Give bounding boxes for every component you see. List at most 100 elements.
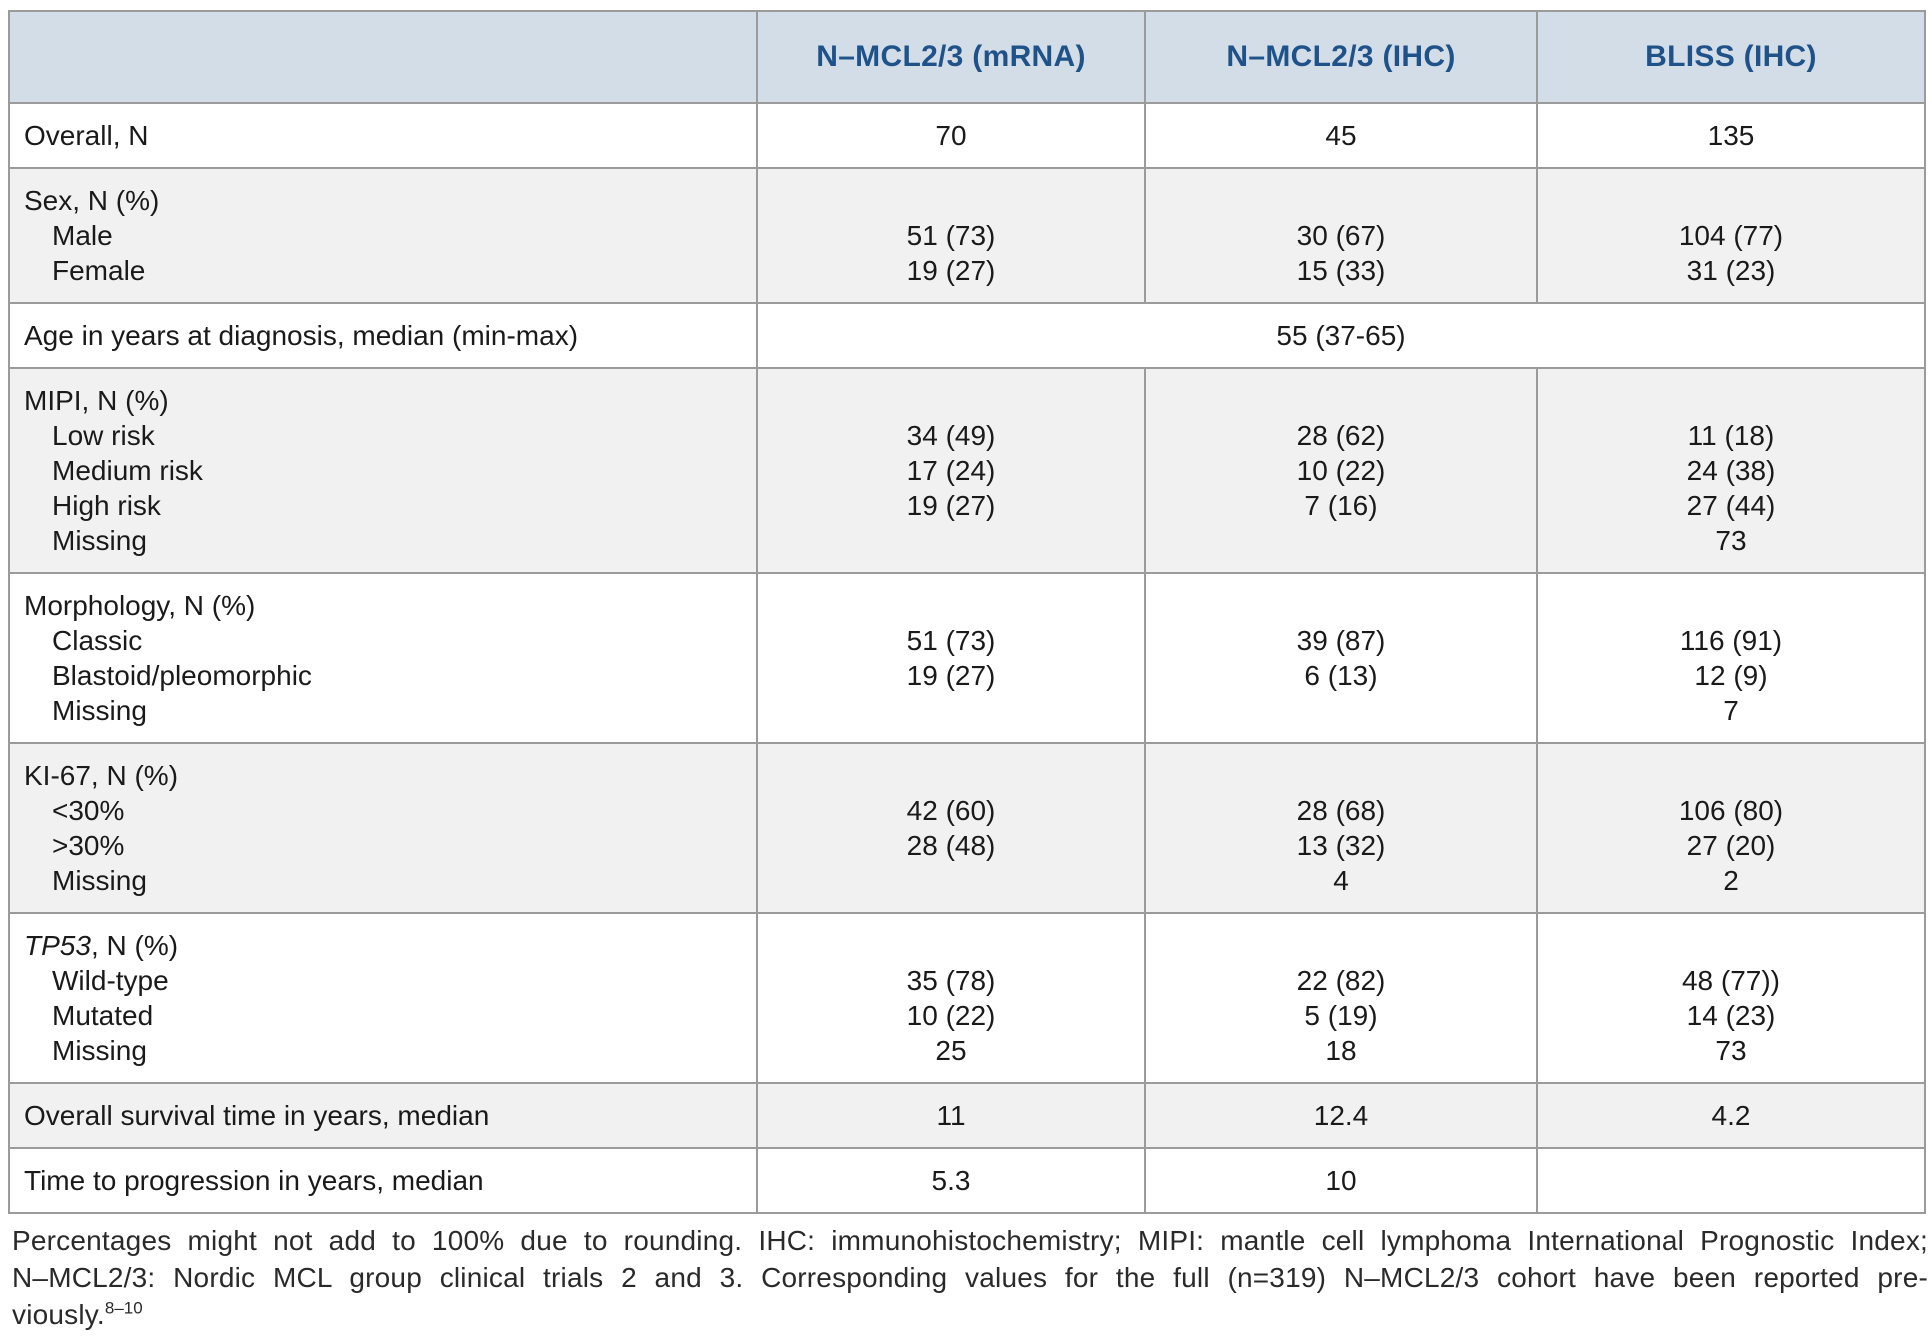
cell-value: 4.2 xyxy=(1711,1100,1751,1131)
cell-value: 31 (23) xyxy=(1686,255,1776,286)
row-sublabel: Medium risk xyxy=(52,455,203,486)
cell-value: 116 (91) xyxy=(1679,625,1783,656)
value-cell: 28 (68) 13 (32) 4 xyxy=(1144,742,1538,914)
footnote-line-1: Percentages might not add to 100% due to… xyxy=(12,1225,1928,1256)
value-cell: 28 (62) 10 (22) 7 (16) xyxy=(1144,367,1538,574)
cell-value: 27 (20) xyxy=(1686,830,1776,861)
patient-characteristics-table: N–MCL2/3 (mRNA) N–MCL2/3 (IHC) BLISS (IH… xyxy=(8,10,1926,1214)
cell-value: 51 (73) xyxy=(906,625,996,656)
row-label-suffix: , N (%) xyxy=(90,930,179,961)
cell-value: 19 (27) xyxy=(906,255,996,286)
row-label: Morphology, N (%) xyxy=(24,590,256,621)
cell-value: 35 (78) xyxy=(906,965,996,996)
cell-value: 7 xyxy=(1723,695,1739,726)
cell-value: 11 xyxy=(936,1100,966,1131)
row-label: Overall survival time in years, median xyxy=(24,1100,490,1131)
cell-value xyxy=(1544,1163,1918,1198)
cell-value xyxy=(764,758,1138,793)
cell-value: 27 (44) xyxy=(1686,490,1776,521)
cell-value: 4 xyxy=(1333,865,1349,896)
row-label-cell: Overall survival time in years, median xyxy=(8,1082,758,1149)
cell-value xyxy=(1544,183,1918,218)
row-sublabel: Missing xyxy=(52,865,147,896)
cell-value: 55 (37-65) xyxy=(1276,320,1406,351)
row-sublabel: Classic xyxy=(52,625,143,656)
row-label: TP53, N (%) xyxy=(24,928,746,963)
row-label-cell: Morphology, N (%) Classic Blastoid/pleomor… xyxy=(8,572,758,744)
table-body: Overall, N 70 45 135 Sex, N (%) Male Female 51 … xyxy=(8,102,1926,1214)
cell-value: 17 (24) xyxy=(906,455,996,486)
row-label: Overall, N xyxy=(24,120,149,151)
cell-value: 24 (38) xyxy=(1686,455,1776,486)
cell-value xyxy=(1152,588,1530,623)
header-cell-empty xyxy=(8,10,758,104)
cell-value: 2 xyxy=(1723,865,1739,896)
cell-value: 42 (60) xyxy=(906,795,996,826)
value-cell: 35 (78) 10 (22) 25 xyxy=(756,912,1146,1084)
table-row: Time to progression in years, median 5.3 1… xyxy=(8,1147,1926,1214)
cell-value: 12 (9) xyxy=(1694,660,1768,691)
row-label-cell: Sex, N (%) Male Female xyxy=(8,167,758,304)
table-row: Overall survival time in years, median 11… xyxy=(8,1082,1926,1149)
row-label-cell: KI-67, N (%) <30% >30% Missing xyxy=(8,742,758,914)
value-cell: 42 (60) 28 (48) xyxy=(756,742,1146,914)
cell-value xyxy=(1152,693,1530,728)
row-label-cell: MIPI, N (%) Low risk Medium risk High risk M… xyxy=(8,367,758,574)
value-cell: 34 (49) 17 (24) 19 (27) xyxy=(756,367,1146,574)
value-cell: 51 (73) 19 (27) xyxy=(756,572,1146,744)
cell-value xyxy=(1152,383,1530,418)
header-cell-nmcl23-ihc: N–MCL2/3 (IHC) xyxy=(1144,10,1538,104)
cell-value: 104 (77) xyxy=(1678,220,1784,251)
cell-value: 5.3 xyxy=(931,1165,971,1196)
row-sublabel: >30% xyxy=(52,830,125,861)
value-cell: 48 (77)) 14 (23) 73 xyxy=(1536,912,1926,1084)
row-label-cell: Age in years at diagnosis, median (min-m… xyxy=(8,302,758,369)
footnote-text: viously. xyxy=(12,1299,105,1330)
row-sublabel: Blastoid/pleomorphic xyxy=(52,660,312,691)
cell-value xyxy=(1544,588,1918,623)
value-cell: 135 xyxy=(1536,102,1926,169)
value-cell: 116 (91) 12 (9) 7 xyxy=(1536,572,1926,744)
value-cell: 22 (82) 5 (19) 18 xyxy=(1144,912,1538,1084)
row-sublabel: Female xyxy=(52,255,146,286)
cell-value: 70 xyxy=(935,120,967,151)
row-label-cell: Time to progression in years, median xyxy=(8,1147,758,1214)
row-label: Sex, N (%) xyxy=(24,185,160,216)
footnote-reference: 8–10 xyxy=(104,1298,143,1318)
row-sublabel: Low risk xyxy=(52,420,155,451)
cell-value: 5 (19) xyxy=(1304,1000,1378,1031)
cell-value: 19 (27) xyxy=(906,660,996,691)
table-row: TP53, N (%) Wild-type Mutated Missing 35 (78… xyxy=(8,912,1926,1084)
row-sublabel: Missing xyxy=(52,525,147,556)
footnote-line-3: viously.8–10 xyxy=(12,1296,1928,1333)
cell-value: 73 xyxy=(1715,525,1747,556)
cell-value xyxy=(1152,523,1530,558)
cell-value xyxy=(1152,928,1530,963)
cell-value: 135 xyxy=(1707,120,1755,151)
value-cell: 4.2 xyxy=(1536,1082,1926,1149)
cell-value xyxy=(764,523,1138,558)
table-row: Sex, N (%) Male Female 51 (73) 19 (27) 30 (67… xyxy=(8,167,1926,304)
row-label-cell: Overall, N xyxy=(8,102,758,169)
value-cell: 12.4 xyxy=(1144,1082,1538,1149)
value-cell: 39 (87) 6 (13) xyxy=(1144,572,1538,744)
value-cell: 30 (67) 15 (33) xyxy=(1144,167,1538,304)
header-row: N–MCL2/3 (mRNA) N–MCL2/3 (IHC) BLISS (IH… xyxy=(8,10,1926,104)
row-sublabel: Missing xyxy=(52,695,147,726)
merged-value-cell: 55 (37-65) xyxy=(756,302,1926,369)
cell-value xyxy=(1544,928,1918,963)
cell-value: 12.4 xyxy=(1313,1100,1369,1131)
row-label: Time to progression in years, median xyxy=(24,1165,484,1196)
cell-value xyxy=(764,183,1138,218)
cell-value: 10 (22) xyxy=(906,1000,996,1031)
cell-value: 22 (82) xyxy=(1296,965,1386,996)
cell-value: 28 (48) xyxy=(906,830,996,861)
cell-value xyxy=(764,693,1138,728)
cell-value: 6 (13) xyxy=(1304,660,1378,691)
cell-value: 30 (67) xyxy=(1296,220,1386,251)
cell-value: 45 xyxy=(1325,120,1357,151)
cell-value xyxy=(1152,183,1530,218)
row-label-cell: TP53, N (%) Wild-type Mutated Missing xyxy=(8,912,758,1084)
value-cell: 51 (73) 19 (27) xyxy=(756,167,1146,304)
